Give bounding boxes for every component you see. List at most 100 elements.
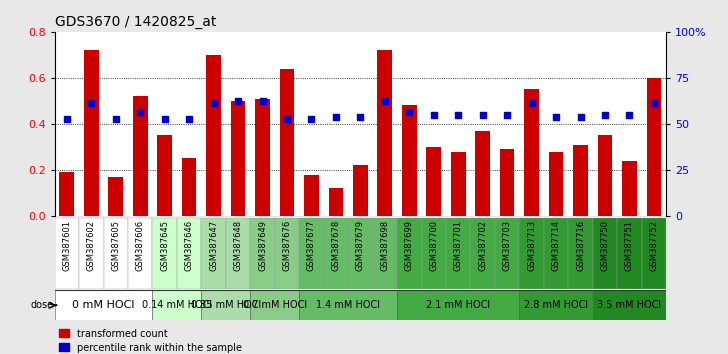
Bar	[182, 159, 197, 216]
Point	[281, 116, 293, 122]
Text: 0.14 mM HOCl: 0.14 mM HOCl	[142, 300, 212, 310]
Text: GSM387751: GSM387751	[625, 220, 634, 271]
Point	[183, 116, 195, 122]
Bar	[524, 89, 539, 216]
Bar	[446, 218, 470, 289]
Text: GSM387606: GSM387606	[135, 220, 145, 271]
Bar	[475, 131, 490, 216]
Bar	[427, 147, 441, 216]
Text: 0 mM HOCl: 0 mM HOCl	[72, 300, 135, 310]
Bar	[422, 218, 446, 289]
Bar	[256, 98, 270, 216]
Bar	[519, 290, 593, 320]
Point	[526, 101, 537, 106]
Bar	[641, 218, 666, 289]
Bar	[617, 218, 641, 289]
Point	[624, 112, 636, 118]
Point	[502, 112, 513, 118]
Bar	[544, 218, 569, 289]
Bar	[397, 218, 422, 289]
Text: GSM387601: GSM387601	[63, 220, 71, 271]
Bar	[103, 218, 128, 289]
Text: GSM387605: GSM387605	[111, 220, 120, 271]
Point	[207, 101, 219, 106]
Text: 0.35 mM HOCl: 0.35 mM HOCl	[191, 300, 261, 310]
Point	[110, 116, 122, 122]
Bar	[177, 218, 202, 289]
Point	[135, 110, 146, 115]
Bar	[593, 290, 666, 320]
Bar	[157, 136, 172, 216]
Bar	[299, 290, 397, 320]
Bar	[353, 165, 368, 216]
Bar	[402, 105, 416, 216]
Bar	[451, 152, 465, 216]
Bar	[348, 218, 373, 289]
Text: GSM387703: GSM387703	[502, 220, 512, 271]
Bar	[60, 172, 74, 216]
Text: GSM387716: GSM387716	[576, 220, 585, 271]
Text: GSM387701: GSM387701	[454, 220, 463, 271]
Text: 1.4 mM HOCl: 1.4 mM HOCl	[316, 300, 380, 310]
Point	[61, 116, 73, 122]
Text: 0.7 mM HOCl: 0.7 mM HOCl	[242, 300, 306, 310]
Point	[232, 98, 244, 104]
Bar	[378, 50, 392, 216]
Bar	[373, 218, 397, 289]
Text: GSM387750: GSM387750	[601, 220, 609, 271]
Bar	[495, 218, 519, 289]
Text: GSM387752: GSM387752	[649, 220, 658, 271]
Point	[306, 116, 317, 122]
Bar	[646, 78, 661, 216]
Point	[330, 114, 341, 120]
Point	[355, 114, 366, 120]
Bar	[128, 218, 152, 289]
Point	[452, 112, 464, 118]
Point	[257, 98, 269, 104]
Bar	[202, 290, 250, 320]
Text: 2.1 mM HOCl: 2.1 mM HOCl	[426, 300, 490, 310]
Bar	[593, 218, 617, 289]
Point	[85, 101, 97, 106]
Bar	[569, 218, 593, 289]
Text: GSM387679: GSM387679	[356, 220, 365, 271]
Bar	[250, 218, 274, 289]
Legend: transformed count, percentile rank within the sample: transformed count, percentile rank withi…	[60, 329, 242, 353]
Text: GSM387649: GSM387649	[258, 220, 267, 271]
Point	[428, 112, 440, 118]
Bar	[328, 188, 343, 216]
Bar	[152, 218, 177, 289]
Bar	[573, 144, 587, 216]
Text: GDS3670 / 1420825_at: GDS3670 / 1420825_at	[55, 16, 216, 29]
Bar	[622, 161, 637, 216]
Text: 3.5 mM HOCl: 3.5 mM HOCl	[598, 300, 662, 310]
Bar	[84, 50, 98, 216]
Bar	[226, 218, 250, 289]
Bar	[598, 136, 612, 216]
Point	[477, 112, 488, 118]
Text: GSM387699: GSM387699	[405, 220, 414, 271]
Text: GSM387646: GSM387646	[185, 220, 194, 271]
Point	[648, 101, 660, 106]
Point	[550, 114, 562, 120]
Text: GSM387676: GSM387676	[282, 220, 291, 271]
Text: GSM387698: GSM387698	[380, 220, 389, 271]
Text: GSM387648: GSM387648	[234, 220, 242, 271]
Text: GSM387678: GSM387678	[331, 220, 341, 271]
Bar	[299, 218, 324, 289]
Point	[379, 98, 391, 104]
Text: GSM387645: GSM387645	[160, 220, 169, 271]
Bar	[274, 218, 299, 289]
Point	[403, 110, 415, 115]
Bar	[79, 218, 103, 289]
Bar	[519, 218, 544, 289]
Point	[574, 114, 586, 120]
Bar	[250, 290, 299, 320]
Bar	[549, 152, 563, 216]
Bar	[152, 290, 202, 320]
Bar	[55, 290, 152, 320]
Bar	[108, 177, 123, 216]
Bar	[304, 175, 319, 216]
Text: GSM387700: GSM387700	[430, 220, 438, 271]
Bar	[324, 218, 348, 289]
